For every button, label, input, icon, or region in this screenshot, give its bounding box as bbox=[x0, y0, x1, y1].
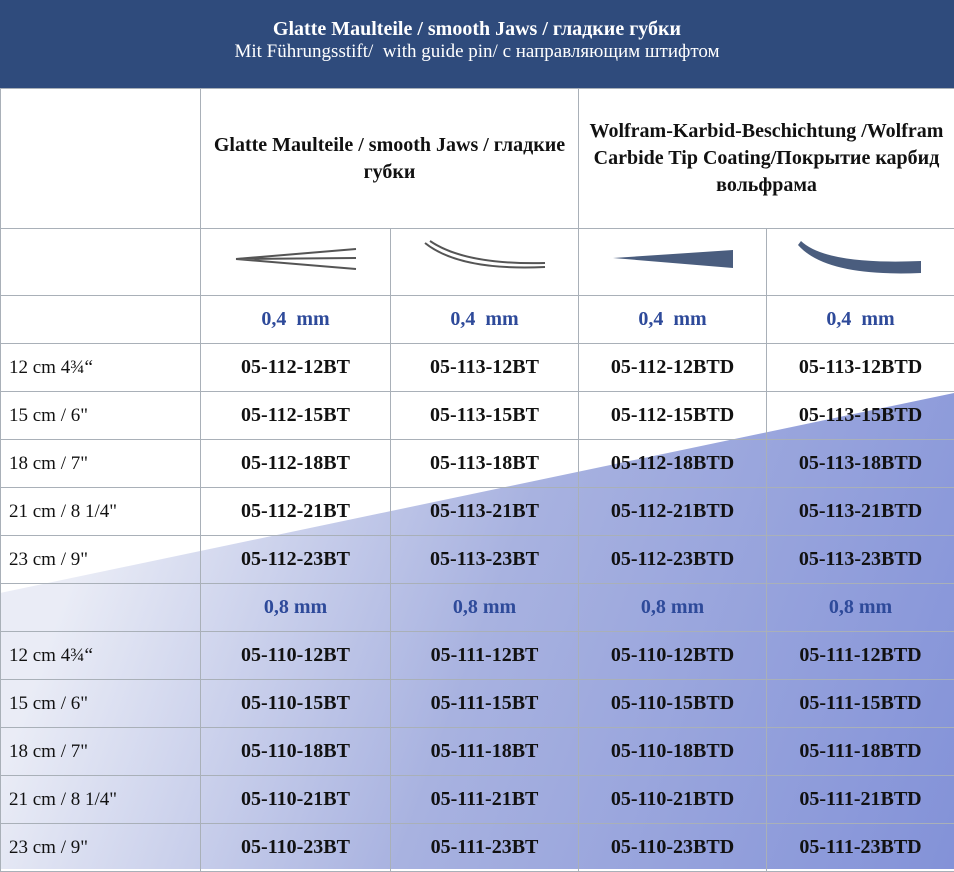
size-label: 0,8 mm bbox=[391, 584, 579, 632]
size-label: 0,8 mm bbox=[579, 584, 767, 632]
header: Glatte Maulteile / smooth Jaws / гладкие… bbox=[0, 0, 954, 88]
article-number: 05-112-21BT bbox=[201, 488, 391, 536]
article-number: 05-112-12BT bbox=[201, 344, 391, 392]
header-subtitle: Mit Führungsstift/ with guide pin/ с нап… bbox=[0, 41, 954, 63]
length-label: 23 cm / 9" bbox=[1, 536, 201, 584]
jaw-icon bbox=[796, 239, 926, 279]
article-number: 05-111-15BTD bbox=[767, 680, 954, 728]
icon-row bbox=[1, 229, 954, 296]
length-label: 12 cm 4¾“ bbox=[1, 344, 201, 392]
length-label: 15 cm / 6" bbox=[1, 392, 201, 440]
article-number: 05-111-18BT bbox=[391, 728, 579, 776]
size-label: 0,4 mm bbox=[201, 296, 391, 344]
jaw-icon bbox=[608, 244, 738, 274]
size-label: 0,8 mm bbox=[201, 584, 391, 632]
group-header-row: Glatte Maulteile / smooth Jaws / гладкие… bbox=[1, 89, 954, 229]
empty-cell bbox=[1, 89, 201, 229]
icon-cell bbox=[579, 229, 767, 296]
article-number: 05-112-15BTD bbox=[579, 392, 767, 440]
size-label: 0,4 mm bbox=[767, 296, 954, 344]
length-label: 15 cm / 6" bbox=[1, 680, 201, 728]
article-number: 05-113-21BT bbox=[391, 488, 579, 536]
article-number: 05-110-23BTD bbox=[579, 824, 767, 872]
empty-cell bbox=[1, 296, 201, 344]
empty-cell bbox=[1, 584, 201, 632]
article-number: 05-110-12BT bbox=[201, 632, 391, 680]
article-number: 05-113-15BT bbox=[391, 392, 579, 440]
article-number: 05-110-18BTD bbox=[579, 728, 767, 776]
article-number: 05-112-12BTD bbox=[579, 344, 767, 392]
article-number: 05-112-15BT bbox=[201, 392, 391, 440]
article-number: 05-110-23BT bbox=[201, 824, 391, 872]
article-number: 05-113-12BTD bbox=[767, 344, 954, 392]
size-label: 0,8 mm bbox=[767, 584, 954, 632]
article-number: 05-111-21BT bbox=[391, 776, 579, 824]
article-number: 05-112-23BT bbox=[201, 536, 391, 584]
size-label: 0,4 mm bbox=[579, 296, 767, 344]
article-number: 05-113-12BT bbox=[391, 344, 579, 392]
article-number: 05-111-23BT bbox=[391, 824, 579, 872]
article-number: 05-111-15BT bbox=[391, 680, 579, 728]
length-label: 21 cm / 8 1/4" bbox=[1, 776, 201, 824]
icon-cell bbox=[767, 229, 954, 296]
article-number: 05-111-23BTD bbox=[767, 824, 954, 872]
jaw-icon bbox=[231, 244, 361, 274]
article-number: 05-110-21BTD bbox=[579, 776, 767, 824]
article-number: 05-111-12BTD bbox=[767, 632, 954, 680]
empty-cell bbox=[1, 229, 201, 296]
article-number: 05-113-18BTD bbox=[767, 440, 954, 488]
article-number: 05-112-18BT bbox=[201, 440, 391, 488]
article-number: 05-113-21BTD bbox=[767, 488, 954, 536]
article-number: 05-110-21BT bbox=[201, 776, 391, 824]
icon-cell bbox=[201, 229, 391, 296]
article-number: 05-111-12BT bbox=[391, 632, 579, 680]
article-number: 05-113-23BTD bbox=[767, 536, 954, 584]
jaw-icon bbox=[420, 239, 550, 279]
length-label: 12 cm 4¾“ bbox=[1, 632, 201, 680]
length-label: 18 cm / 7" bbox=[1, 440, 201, 488]
length-label: 21 cm / 8 1/4" bbox=[1, 488, 201, 536]
article-number: 05-112-23BTD bbox=[579, 536, 767, 584]
article-number: 05-112-18BTD bbox=[579, 440, 767, 488]
article-number: 05-112-21BTD bbox=[579, 488, 767, 536]
article-number: 05-113-23BT bbox=[391, 536, 579, 584]
article-number: 05-111-21BTD bbox=[767, 776, 954, 824]
article-number: 05-113-18BT bbox=[391, 440, 579, 488]
article-number: 05-110-15BTD bbox=[579, 680, 767, 728]
group-header: Glatte Maulteile / smooth Jaws / гладкие… bbox=[201, 89, 579, 229]
product-table: Glatte Maulteile / smooth Jaws / гладкие… bbox=[0, 88, 954, 872]
group-header: Wolfram-Karbid-Beschichtung /Wolfram Car… bbox=[579, 89, 954, 229]
header-title: Glatte Maulteile / smooth Jaws / гладкие… bbox=[0, 18, 954, 41]
length-label: 18 cm / 7" bbox=[1, 728, 201, 776]
length-label: 23 cm / 9" bbox=[1, 824, 201, 872]
article-number: 05-110-12BTD bbox=[579, 632, 767, 680]
article-number: 05-110-18BT bbox=[201, 728, 391, 776]
icon-cell bbox=[391, 229, 579, 296]
article-number: 05-113-15BTD bbox=[767, 392, 954, 440]
article-number: 05-111-18BTD bbox=[767, 728, 954, 776]
article-number: 05-110-15BT bbox=[201, 680, 391, 728]
size-label: 0,4 mm bbox=[391, 296, 579, 344]
